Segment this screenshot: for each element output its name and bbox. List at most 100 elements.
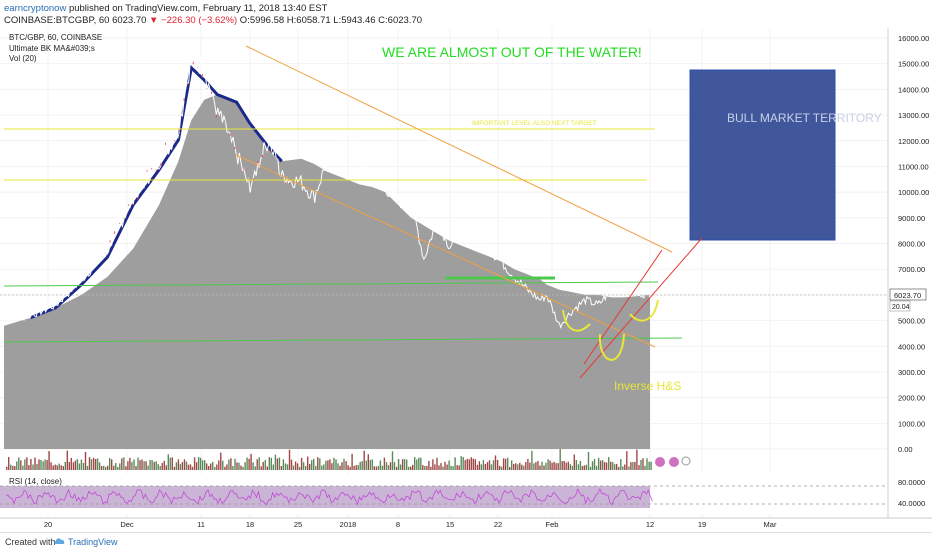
volume-bar	[173, 466, 176, 470]
volume-bar	[24, 459, 26, 470]
x-tick-11: 19	[698, 520, 706, 529]
event-icon-1[interactable]	[655, 457, 665, 467]
volume-bar	[442, 466, 444, 470]
volume-bar	[490, 464, 493, 470]
volume-bar	[614, 464, 616, 470]
x-tick-labels[interactable]: 20 Dec 11 18 25 2018 8 15 22 Feb 12 19 Mar	[44, 520, 777, 529]
y-tick-5: 11000.00	[898, 162, 929, 171]
volume-bar	[74, 460, 77, 470]
volume-bar	[260, 466, 262, 470]
volume-bar	[208, 466, 210, 470]
volume-bar	[537, 460, 539, 470]
volume-bar	[329, 459, 331, 470]
volume-bar	[52, 465, 54, 470]
x-tick-12: Mar	[764, 520, 777, 529]
headline: WE ARE ALMOST OUT OF THE WATER!	[382, 44, 642, 60]
volume-bar	[379, 460, 382, 470]
volume-bar	[28, 465, 30, 470]
volume-bar	[70, 457, 72, 470]
volume-bar	[236, 462, 238, 470]
volume-bar	[327, 460, 329, 470]
volume-bar	[529, 462, 531, 470]
target-label: IMPORTANT LEVEL ALSO NEXT TARGET	[472, 120, 597, 127]
volume-bar	[531, 450, 533, 470]
volume-bar	[583, 465, 586, 470]
tradingview-brand-link[interactable]: TradingView	[68, 537, 118, 547]
symbol-line: COINBASE:BTCGBP, 60 6023.70 ▼ −226.30 (−…	[4, 15, 422, 26]
price-chart[interactable]: BULL MARKET TERRITORY IMPORTANT LEVEL AL…	[0, 28, 932, 532]
volume-bar	[206, 463, 208, 470]
volume-bar	[622, 466, 624, 470]
volume-bar	[436, 457, 438, 470]
x-tick-4: 25	[294, 520, 302, 529]
pattern-label: Inverse H&S	[614, 379, 681, 393]
volume-bar	[234, 458, 236, 470]
volume-bar	[220, 452, 222, 470]
volume-bar	[561, 461, 563, 470]
volume-bar	[317, 457, 319, 470]
volume-bar	[458, 465, 460, 470]
volume-bar	[420, 457, 422, 470]
volume-bar	[58, 463, 60, 470]
volume-bar	[339, 465, 341, 470]
volume-bar	[525, 462, 527, 470]
last-price-tag-text: 6023.70	[894, 291, 921, 300]
event-icons[interactable]	[655, 456, 691, 467]
event-icon-3[interactable]	[681, 456, 691, 466]
chart-legend: BTC/GBP, 60, COINBASE Ultimate BK MA&#03…	[9, 33, 102, 65]
volume-bar	[389, 462, 392, 470]
volume-bar	[298, 466, 301, 470]
volume-bar	[183, 459, 186, 470]
rsi-tick-80: 80.0000	[898, 478, 925, 487]
volume-bar	[410, 466, 412, 470]
head	[598, 333, 625, 361]
volume-bar	[197, 457, 200, 470]
volume-bar	[365, 460, 367, 470]
x-tick-0: 20	[44, 520, 52, 529]
volume-bar	[127, 461, 129, 470]
volume-bar	[90, 459, 93, 470]
volume-bar	[543, 465, 545, 470]
volume-bar	[68, 462, 70, 470]
volume-bar	[302, 462, 305, 470]
tradingview-cloud-icon	[54, 538, 65, 544]
volume-bar	[426, 465, 428, 470]
volume-bar	[608, 457, 610, 470]
y-tick-15: 1000.00	[898, 419, 925, 428]
volume-bar	[169, 457, 171, 470]
y-tick-13: 3000.00	[898, 368, 925, 377]
volume-bar	[371, 459, 373, 470]
volume-bar	[387, 465, 390, 470]
volume-bar	[175, 462, 178, 470]
y-tick-0: 16000.00	[898, 34, 929, 43]
volume-bar	[470, 457, 472, 470]
volume-bar	[357, 465, 359, 470]
volume-bar	[422, 465, 424, 470]
volume-bar	[204, 460, 206, 470]
volume-bar	[323, 464, 325, 470]
volume-bar	[139, 460, 141, 470]
x-tick-6: 8	[396, 520, 400, 529]
volume-bar	[153, 461, 155, 470]
volume-bar	[258, 457, 260, 470]
volume-bar	[113, 465, 115, 470]
volume-bar	[262, 461, 264, 470]
x-tick-3: 18	[246, 520, 254, 529]
price-axis[interactable]	[888, 28, 932, 518]
volume-bar	[559, 449, 561, 470]
y-tick-16: 0.00	[898, 445, 913, 454]
author-link[interactable]: earncryptonow	[4, 3, 67, 14]
event-icon-2[interactable]	[669, 457, 679, 467]
volume-bar	[252, 462, 254, 470]
last-price-tag	[889, 288, 927, 301]
volume-bar	[294, 461, 297, 470]
volume-bar	[612, 462, 614, 470]
volume-bar	[616, 463, 618, 470]
volume-bar	[195, 462, 198, 470]
volume-bar	[135, 466, 137, 470]
volume-bar	[22, 465, 24, 470]
volume-bar	[36, 463, 38, 470]
volume-bar	[76, 459, 79, 470]
volume-bar	[56, 465, 58, 470]
volume-bar	[571, 465, 573, 470]
